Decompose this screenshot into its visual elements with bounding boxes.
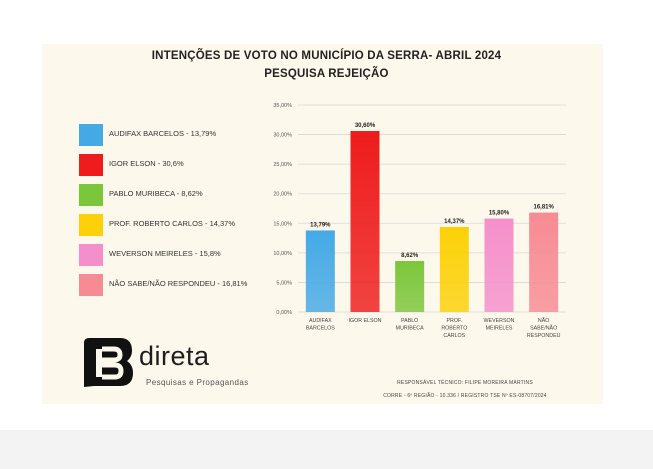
bar xyxy=(305,230,335,312)
legend-swatch xyxy=(79,214,103,236)
bar-value-label: 30,60% xyxy=(355,123,376,129)
b-speech-bubble-logo-icon xyxy=(84,338,133,387)
legend-label: WEVERSON MEIRELES - 15,8% xyxy=(109,249,221,258)
legend-swatch xyxy=(79,184,103,206)
footer-registration: CORRE - 6º REGIÃO - 10.336 / REGISTRO TS… xyxy=(383,393,547,399)
bar xyxy=(484,218,514,312)
y-tick-label: 35,00% xyxy=(273,103,292,109)
legend-swatch xyxy=(79,244,103,266)
direta-logo: direta Pesquisas e Propagandas xyxy=(80,335,280,395)
legend-swatch xyxy=(79,124,103,146)
x-category-label: ROBERTO xyxy=(441,326,467,332)
x-category-label: WEVERSON xyxy=(484,318,515,324)
legend-label: AUDIFAX BARCELOS - 13,79% xyxy=(109,129,217,138)
y-tick-label: 15,00% xyxy=(273,221,292,227)
x-category-label: CARLOS xyxy=(443,333,465,339)
x-category-label: PABLO xyxy=(401,318,418,324)
logo-tagline: Pesquisas e Propagandas xyxy=(146,378,249,387)
x-category-label: NÃO xyxy=(538,317,549,324)
y-tick-label: 5,00% xyxy=(276,280,292,286)
bar xyxy=(439,227,469,312)
chart-subtitle: PESQUISA REJEIÇÃO xyxy=(264,68,389,80)
x-category-label: BARCELOS xyxy=(306,326,335,332)
legend-swatch xyxy=(79,274,103,296)
legend-label: IGOR ELSON - 30,6% xyxy=(109,159,184,168)
x-category-label: AUDIFAX xyxy=(309,318,332,324)
x-category-label: PROF. xyxy=(447,318,463,324)
bar-value-label: 15,80% xyxy=(489,211,510,217)
y-tick-label: 25,00% xyxy=(273,162,292,168)
chart-title: INTENÇÕES DE VOTO NO MUNICÍPIO DA SERRA-… xyxy=(151,50,502,62)
legend-label: NÃO SABE/NÃO RESPONDEU - 16,81% xyxy=(109,279,248,288)
bar-value-label: 13,79% xyxy=(310,222,331,228)
x-category-label: MEIRELES xyxy=(486,326,513,332)
y-tick-label: 0,00% xyxy=(276,310,292,316)
x-category-label: IGOR ELSON xyxy=(349,318,382,324)
bottom-band xyxy=(0,430,653,469)
bar-value-label: 8,62% xyxy=(401,253,419,259)
x-category-label: RESPONDEU xyxy=(527,333,561,339)
bar xyxy=(529,212,559,312)
logo-wordmark: direta xyxy=(139,341,210,371)
y-tick-label: 30,00% xyxy=(273,133,292,139)
bar-value-label: 14,37% xyxy=(444,219,465,225)
legend-label: PROF. ROBERTO CARLOS - 14,37% xyxy=(109,219,236,228)
y-tick-label: 10,00% xyxy=(273,251,292,257)
bar xyxy=(350,131,380,312)
y-tick-label: 20,00% xyxy=(273,192,292,198)
x-category-label: MURIBECA xyxy=(396,326,424,332)
bar xyxy=(395,261,425,312)
x-category-label: SABE/NÃO xyxy=(530,325,557,332)
footer-responsible: RESPONSÁVEL TÉCNICO: FILIPE MOREIRA MART… xyxy=(397,380,533,386)
bar-value-label: 16,81% xyxy=(533,205,554,211)
legend-label: PABLO MURIBECA - 8,62% xyxy=(109,189,203,198)
legend-swatch xyxy=(79,154,103,176)
